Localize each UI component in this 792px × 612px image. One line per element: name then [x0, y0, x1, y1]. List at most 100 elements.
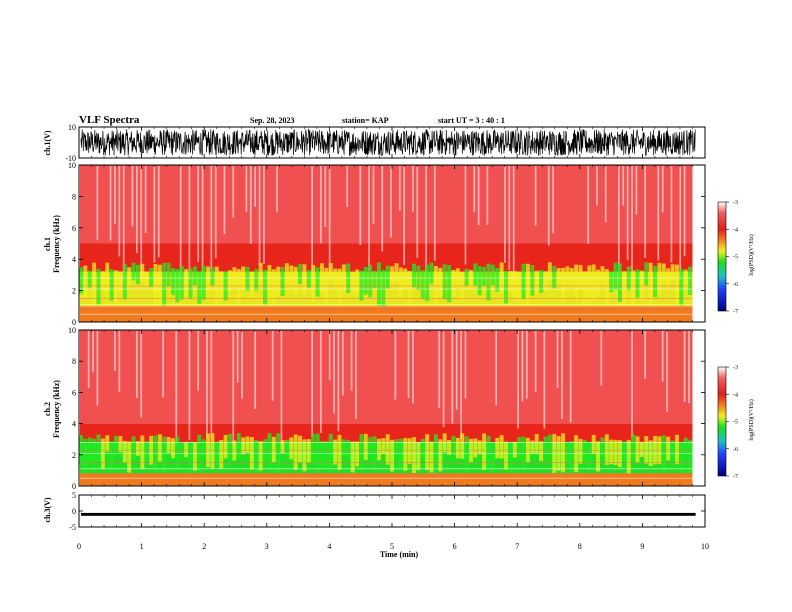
- ch2-spec-streak: [236, 331, 239, 383]
- ch2-spec-texture: [114, 435, 118, 456]
- ch2-spec-texture: [100, 438, 105, 469]
- ch1-spec-texture: [552, 266, 557, 289]
- ch1-spec-texture: [92, 262, 97, 306]
- ch1-spec-texture: [486, 263, 491, 301]
- ch1-spec-streak: [157, 166, 160, 258]
- ch1-spec-streak: [153, 166, 156, 263]
- ch1-spec-streak: [201, 166, 204, 273]
- ch2-spec-texture: [534, 434, 539, 455]
- ch3-ylabel: ch.3(V): [43, 497, 52, 522]
- ch1-spec-streak: [547, 166, 550, 246]
- ch2-spec-texture: [403, 438, 408, 471]
- ch1-spec-texture: [499, 262, 504, 293]
- ch1-spec-streak: [223, 166, 226, 235]
- ch1-spec-texture: [613, 262, 618, 290]
- ch1-spec-texture: [587, 265, 592, 306]
- ch2-spec-streak: [320, 331, 322, 433]
- ch1-spec-texture: [249, 271, 254, 298]
- ch2-spec-texture: [337, 434, 342, 470]
- ch1-spec-texture: [561, 267, 565, 302]
- ch2-spec-texture: [578, 438, 583, 464]
- ch2-spec-streak: [495, 331, 498, 406]
- ch2-spec-streak: [460, 331, 462, 439]
- ch2-spec-texture: [122, 440, 127, 463]
- ch2-spec-streak: [175, 331, 178, 446]
- colorbar-ch2: -3 -4 -5 -6 -7: [717, 365, 738, 480]
- ch1-spec-streak: [249, 166, 252, 244]
- ch2-spec-texture: [398, 438, 403, 470]
- ch2-spec-streak: [517, 331, 519, 429]
- ch2-spec-streak: [350, 331, 353, 391]
- ch1-spec-streak: [232, 166, 235, 218]
- ch1-spec-texture: [635, 269, 640, 298]
- ch2-spec-texture: [582, 439, 587, 463]
- ch1-spec-texture: [464, 268, 469, 286]
- ch2-spec-texture: [140, 435, 145, 470]
- ch1-spec-streak: [214, 166, 217, 259]
- ch2-spec-streak: [135, 331, 138, 398]
- ch1-spec-streak: [464, 166, 467, 265]
- ch2-spec-texture: [420, 438, 425, 458]
- ch1-spec-texture: [451, 269, 456, 297]
- ch2-spec-texture: [679, 442, 684, 474]
- ch1-spec-texture: [276, 266, 281, 297]
- ch2-spec-streak: [328, 331, 331, 381]
- ch2-spec-texture: [350, 441, 355, 473]
- ch2-spec-streak: [407, 331, 410, 399]
- ch1-spec-texture: [666, 268, 671, 288]
- ch1-spec-texture: [144, 271, 149, 286]
- ch1-spec-streak: [114, 166, 116, 224]
- ch2-spec-texture: [127, 441, 132, 473]
- ch1-spec-texture: [100, 271, 105, 289]
- ch2-spec-texture: [499, 435, 504, 459]
- colorbar-ch2-tick-label: -3: [733, 365, 738, 371]
- ch2-spec-texture: [298, 435, 303, 463]
- ch1-spec-texture: [254, 269, 259, 291]
- ch2-spec-streak: [438, 331, 441, 409]
- ch1-spec-texture: [574, 264, 579, 300]
- ch1-spec-texture: [442, 264, 447, 300]
- figure-title: VLF Spectra: [79, 114, 140, 126]
- ch2-spec-texture: [363, 433, 368, 461]
- ch1-spec-texture: [683, 269, 688, 289]
- ch2-spec-texture: [394, 439, 399, 456]
- ch2-spec-texture: [166, 437, 171, 454]
- ch1-spec-streak: [486, 166, 489, 225]
- ch1-spec-streak: [140, 166, 143, 277]
- ch1-spec-freq-label: Frequency (kHz): [52, 215, 61, 273]
- ch2-spec-streak: [188, 331, 191, 440]
- ch1-spec-texture: [96, 268, 101, 305]
- ch2-spec-texture: [201, 439, 206, 456]
- ch2-spec-texture: [289, 437, 294, 460]
- ch1-spec-streak: [188, 166, 191, 280]
- ch1-spec-texture: [284, 263, 289, 286]
- ch1-spec-streak: [661, 166, 664, 213]
- ch2-spec-streak: [451, 331, 454, 424]
- ch1-spec-streak: [398, 166, 401, 211]
- ch2-spec-texture: [131, 436, 136, 460]
- ch1-spec-texture: [517, 271, 522, 302]
- ch1-spec-streak: [512, 166, 515, 281]
- ch1-spec-streak: [504, 166, 506, 263]
- ch1-spec-texture: [267, 264, 272, 301]
- ch1-spec-texture: [179, 265, 184, 300]
- colorbar-ch1-tick-label: -6: [733, 282, 738, 288]
- ch2-spec-texture: [135, 441, 140, 456]
- ch1-spec-texture: [512, 271, 517, 298]
- ch1-spec-streak: [263, 166, 265, 264]
- ch1-spec-streak: [258, 166, 261, 266]
- ch2-spec-streak: [688, 331, 690, 404]
- ch1-spec-streak: [403, 166, 406, 265]
- colorbar-ch1-tick-label: -5: [733, 255, 738, 261]
- ch2-spec-texture: [490, 442, 495, 472]
- ch1-spec-streak: [626, 166, 629, 261]
- ch2-spec-texture: [223, 434, 228, 459]
- ch1-spec-texture: [280, 266, 285, 297]
- ch2-spec-texture: [574, 435, 579, 473]
- colorbar-ch1: -3 -4 -5 -6 -7: [717, 200, 738, 315]
- colorbar-ch1-tick-label: -7: [733, 309, 738, 315]
- colorbar-ch2-gradient: [717, 366, 727, 477]
- ch2-spec-band-3: [80, 330, 693, 424]
- ch1-spec-texture: [482, 266, 487, 286]
- ch2-spec-texture: [635, 436, 640, 463]
